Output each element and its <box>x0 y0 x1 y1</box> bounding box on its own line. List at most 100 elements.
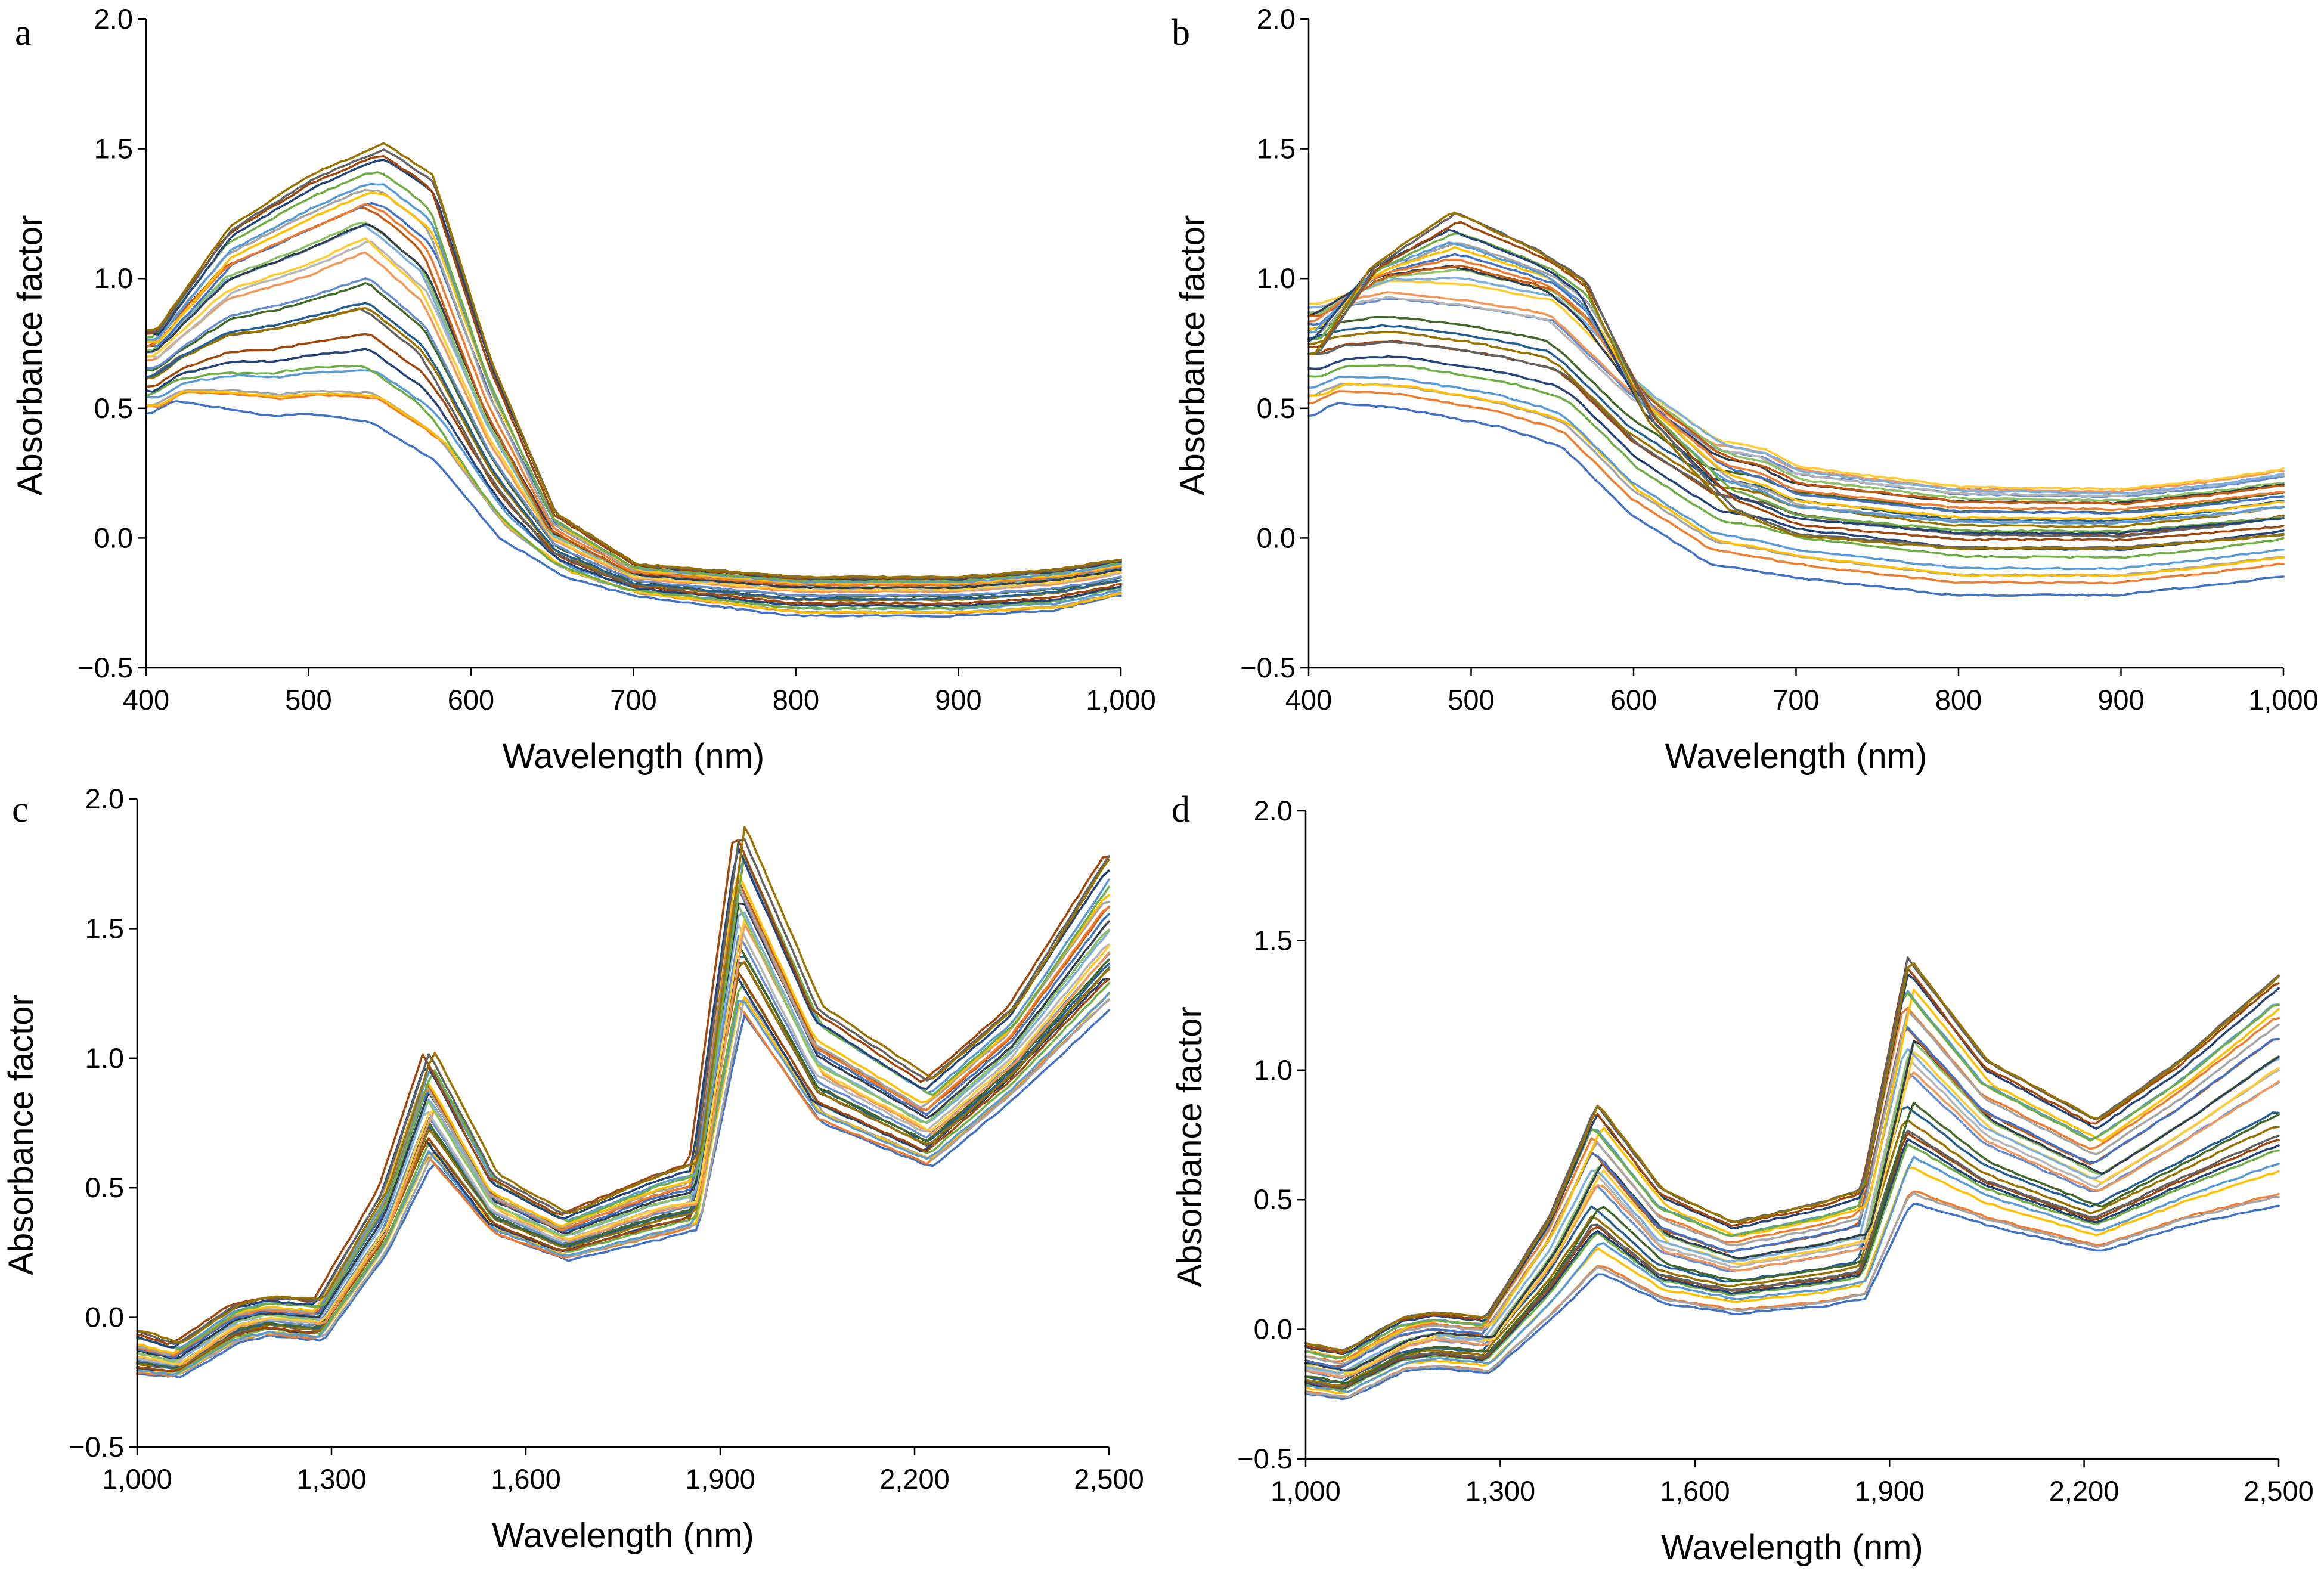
spectrum-line-23 <box>136 884 1110 1356</box>
spectrum-line-19 <box>1304 1040 2280 1372</box>
spectrum-line-12 <box>1304 1101 2280 1384</box>
y-tick-label: 0.0 <box>1254 1313 1293 1345</box>
x-tick-label: 2,200 <box>879 1463 950 1495</box>
spectrum-line-26 <box>1304 992 2280 1360</box>
spectrum-line-4 <box>1307 382 2285 578</box>
y-tick-label: 2.0 <box>1257 3 1296 35</box>
y-tick-label: 0.5 <box>1257 392 1296 424</box>
spectrum-line-15 <box>1307 296 2285 497</box>
x-axis-title: Wavelength (nm) <box>503 737 764 776</box>
series-group <box>145 142 1122 618</box>
y-tick-label: 1.5 <box>94 133 133 165</box>
panel-letter: b <box>1172 13 1190 53</box>
spectrum-line-16 <box>1307 280 2285 491</box>
spectrum-line-10 <box>1304 1119 2280 1387</box>
spectrum-line-16 <box>136 918 1110 1365</box>
y-tick-label: 1.5 <box>1254 924 1293 956</box>
panel-c: −0.5 0.0 0.5 1.0 1.5 2.0 1,000 1,300 1,600 1,900 2… <box>2 783 1144 1555</box>
spectrum-line-17 <box>1307 276 2285 495</box>
y-tick-label: −0.5 <box>69 1431 124 1463</box>
spectrum-line-9 <box>1304 1129 2280 1389</box>
panel-letter: a <box>15 13 32 53</box>
spectrum-line-15 <box>145 240 1122 592</box>
spectrum-line-16 <box>145 237 1122 592</box>
x-tick-label: 1,900 <box>685 1463 755 1495</box>
spectrum-line-20 <box>1307 265 2285 506</box>
series-group <box>1304 956 2280 1401</box>
y-axis-title: Absorbance factor <box>1173 215 1212 496</box>
x-tick-label: 400 <box>1285 684 1332 715</box>
spectrum-line-22 <box>1307 258 2285 512</box>
spectrum-line-28 <box>1304 967 2280 1355</box>
spectrum-line-21 <box>1304 1026 2280 1368</box>
x-tick-label: 700 <box>1773 684 1819 715</box>
spectrum-line-14 <box>145 251 1122 594</box>
spectrum-line-12 <box>136 944 1110 1368</box>
spectrum-line-26 <box>145 171 1122 583</box>
y-tick-label: 2.0 <box>94 3 133 35</box>
panel-a: −0.5 0.0 0.5 1.0 1.5 2.0 400 500 600 700 800 900 1,0… <box>11 3 1156 776</box>
spectrum-line-27 <box>136 847 1110 1349</box>
y-tick-label: 2.0 <box>85 783 124 814</box>
y-tick-label: 1.5 <box>85 912 124 944</box>
x-tick-label: 2,500 <box>1074 1463 1144 1495</box>
spectrum-line-15 <box>136 923 1110 1365</box>
spectrum-line-10 <box>145 307 1122 602</box>
spectrum-line-13 <box>136 935 1110 1367</box>
spectrum-line-24 <box>1307 246 2285 520</box>
y-tick-label: −0.5 <box>78 652 133 683</box>
y-axis-title: Absorbance factor <box>2 994 41 1275</box>
spectrum-line-12 <box>145 282 1122 598</box>
spectrum-line-25 <box>1307 241 2285 525</box>
x-tick-label: 500 <box>285 684 331 715</box>
spectrum-line-22 <box>136 885 1110 1357</box>
spectrum-line-28 <box>1307 221 2285 542</box>
x-tick-label: 500 <box>1448 684 1494 715</box>
spectrum-line-13 <box>145 277 1122 597</box>
spectrum-line-11 <box>1304 1105 2280 1384</box>
spectrum-line-25 <box>1304 990 2280 1359</box>
x-tick-label: 1,900 <box>1854 1475 1925 1507</box>
spectrum-line-19 <box>145 223 1122 590</box>
spectrum-line-26 <box>136 853 1110 1351</box>
y-tick-label: 0.0 <box>85 1302 124 1333</box>
x-tick-label: 400 <box>123 684 169 715</box>
x-tick-label: 900 <box>2097 684 2144 715</box>
spectrum-line-5 <box>1304 1155 2280 1393</box>
panel-b: −0.5 0.0 0.5 1.0 1.5 2.0 400 500 600 700 800 900 1,0… <box>1172 3 2319 776</box>
spectrum-line-17 <box>136 911 1110 1361</box>
spectrum-line-2 <box>1307 390 2285 585</box>
spectrum-line-4 <box>1304 1166 2280 1395</box>
spectrum-line-25 <box>145 182 1122 584</box>
x-axis-title: Wavelength (nm) <box>1661 1528 1923 1567</box>
y-tick-label: −0.5 <box>1240 652 1296 683</box>
spectrum-line-30 <box>1304 962 2280 1352</box>
spectrum-line-1 <box>1307 402 2285 597</box>
spectrum-line-18 <box>136 904 1110 1364</box>
spectrum-line-27 <box>1304 973 2280 1355</box>
spectrum-line-6 <box>145 365 1122 610</box>
spectrum-line-22 <box>1304 1006 2280 1363</box>
spectrum-line-1 <box>145 400 1122 618</box>
x-axis-title: Wavelength (nm) <box>1665 737 1927 776</box>
spectrum-line-11 <box>145 302 1122 601</box>
x-tick-label: 1,000 <box>102 1463 172 1495</box>
x-tick-label: 1,000 <box>1086 684 1156 715</box>
spectrum-line-14 <box>1304 1071 2280 1378</box>
spectrum-line-9 <box>1307 341 2285 538</box>
series-group <box>1307 212 2285 597</box>
x-axis-title: Wavelength (nm) <box>492 1516 754 1555</box>
spectrum-line-10 <box>136 961 1110 1370</box>
spectrum-line-23 <box>1304 1009 2280 1365</box>
x-tick-label: 1,000 <box>2248 684 2319 715</box>
spectrum-line-7 <box>1307 355 2285 552</box>
y-tick-label: 0.5 <box>94 392 133 424</box>
x-tick-label: 1,300 <box>1465 1475 1536 1507</box>
spectrum-line-9 <box>145 307 1122 602</box>
spectrum-line-6 <box>1307 364 2285 559</box>
y-tick-label: 1.0 <box>94 262 133 294</box>
x-tick-label: 900 <box>935 684 981 715</box>
x-tick-label: 1,600 <box>491 1463 561 1495</box>
spectrum-line-8 <box>145 333 1122 606</box>
